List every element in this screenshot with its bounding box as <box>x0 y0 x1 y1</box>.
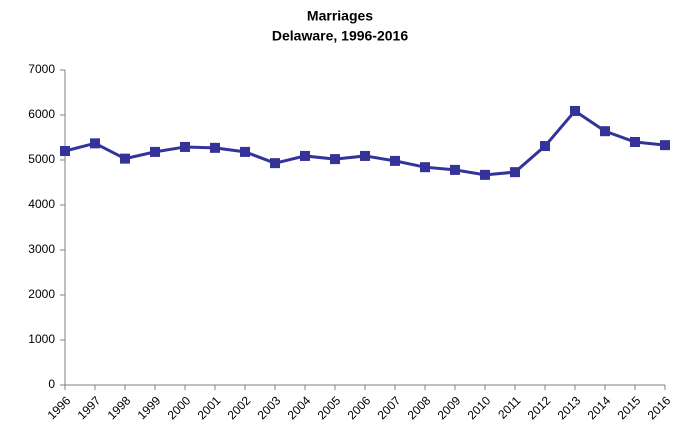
marker <box>450 164 460 175</box>
marker <box>90 138 100 149</box>
x-tick-label: 2001 <box>195 393 224 422</box>
x-tick-label: 2004 <box>285 393 314 422</box>
x-tick-label: 1999 <box>135 393 164 422</box>
y-tick-label: 7000 <box>28 62 55 76</box>
marker <box>240 146 250 157</box>
y-tick-label: 4000 <box>28 197 55 211</box>
y-tick-label: 5000 <box>28 152 55 166</box>
marker <box>660 140 670 151</box>
marker <box>270 158 280 169</box>
x-tick-label: 2016 <box>645 393 674 422</box>
marker <box>630 137 640 147</box>
marker <box>540 141 550 152</box>
x-tick-label: 2003 <box>255 393 284 422</box>
marker <box>480 169 490 180</box>
y-tick-label: 2000 <box>28 287 55 301</box>
x-tick-label: 2005 <box>315 393 344 422</box>
marker <box>360 150 370 161</box>
x-tick-label: 2012 <box>525 393 554 422</box>
x-tick-label: 1997 <box>75 393 104 422</box>
marker <box>180 141 190 152</box>
x-tick-label: 2011 <box>495 393 523 421</box>
line <box>64 108 666 177</box>
x-tick-label: 2002 <box>225 393 254 422</box>
x-tick-label: 2009 <box>435 393 464 422</box>
x-tick-label: 1998 <box>105 393 134 422</box>
x-tick-label: 2000 <box>165 393 194 422</box>
marker <box>210 142 220 153</box>
marker <box>330 154 340 165</box>
marker <box>390 155 400 166</box>
marker <box>300 150 310 161</box>
x-tick-label: 2014 <box>585 393 614 422</box>
x-tick-label: 2007 <box>375 393 404 422</box>
chart-title: Marriages <box>307 8 373 24</box>
x-tick-label: 2013 <box>555 393 584 422</box>
marker <box>150 146 160 157</box>
x-tick-label: 2010 <box>465 393 494 422</box>
marker <box>420 162 430 173</box>
x-tick-label: 2006 <box>345 393 374 422</box>
x-tick-label: 1996 <box>45 393 74 422</box>
chart-subtitle: Delaware, 1996-2016 <box>272 28 408 44</box>
y-tick-label: 1000 <box>28 332 55 346</box>
y-tick-label: 3000 <box>28 242 55 256</box>
y-tick-label: 6000 <box>28 107 55 121</box>
marker <box>570 105 580 116</box>
marker <box>510 167 520 178</box>
x-tick-label: 2008 <box>405 393 434 422</box>
marker <box>600 126 610 137</box>
marker <box>60 146 70 156</box>
marker <box>120 153 130 164</box>
x-tick-label: 2015 <box>615 393 644 422</box>
y-tick-label: 0 <box>48 377 55 391</box>
